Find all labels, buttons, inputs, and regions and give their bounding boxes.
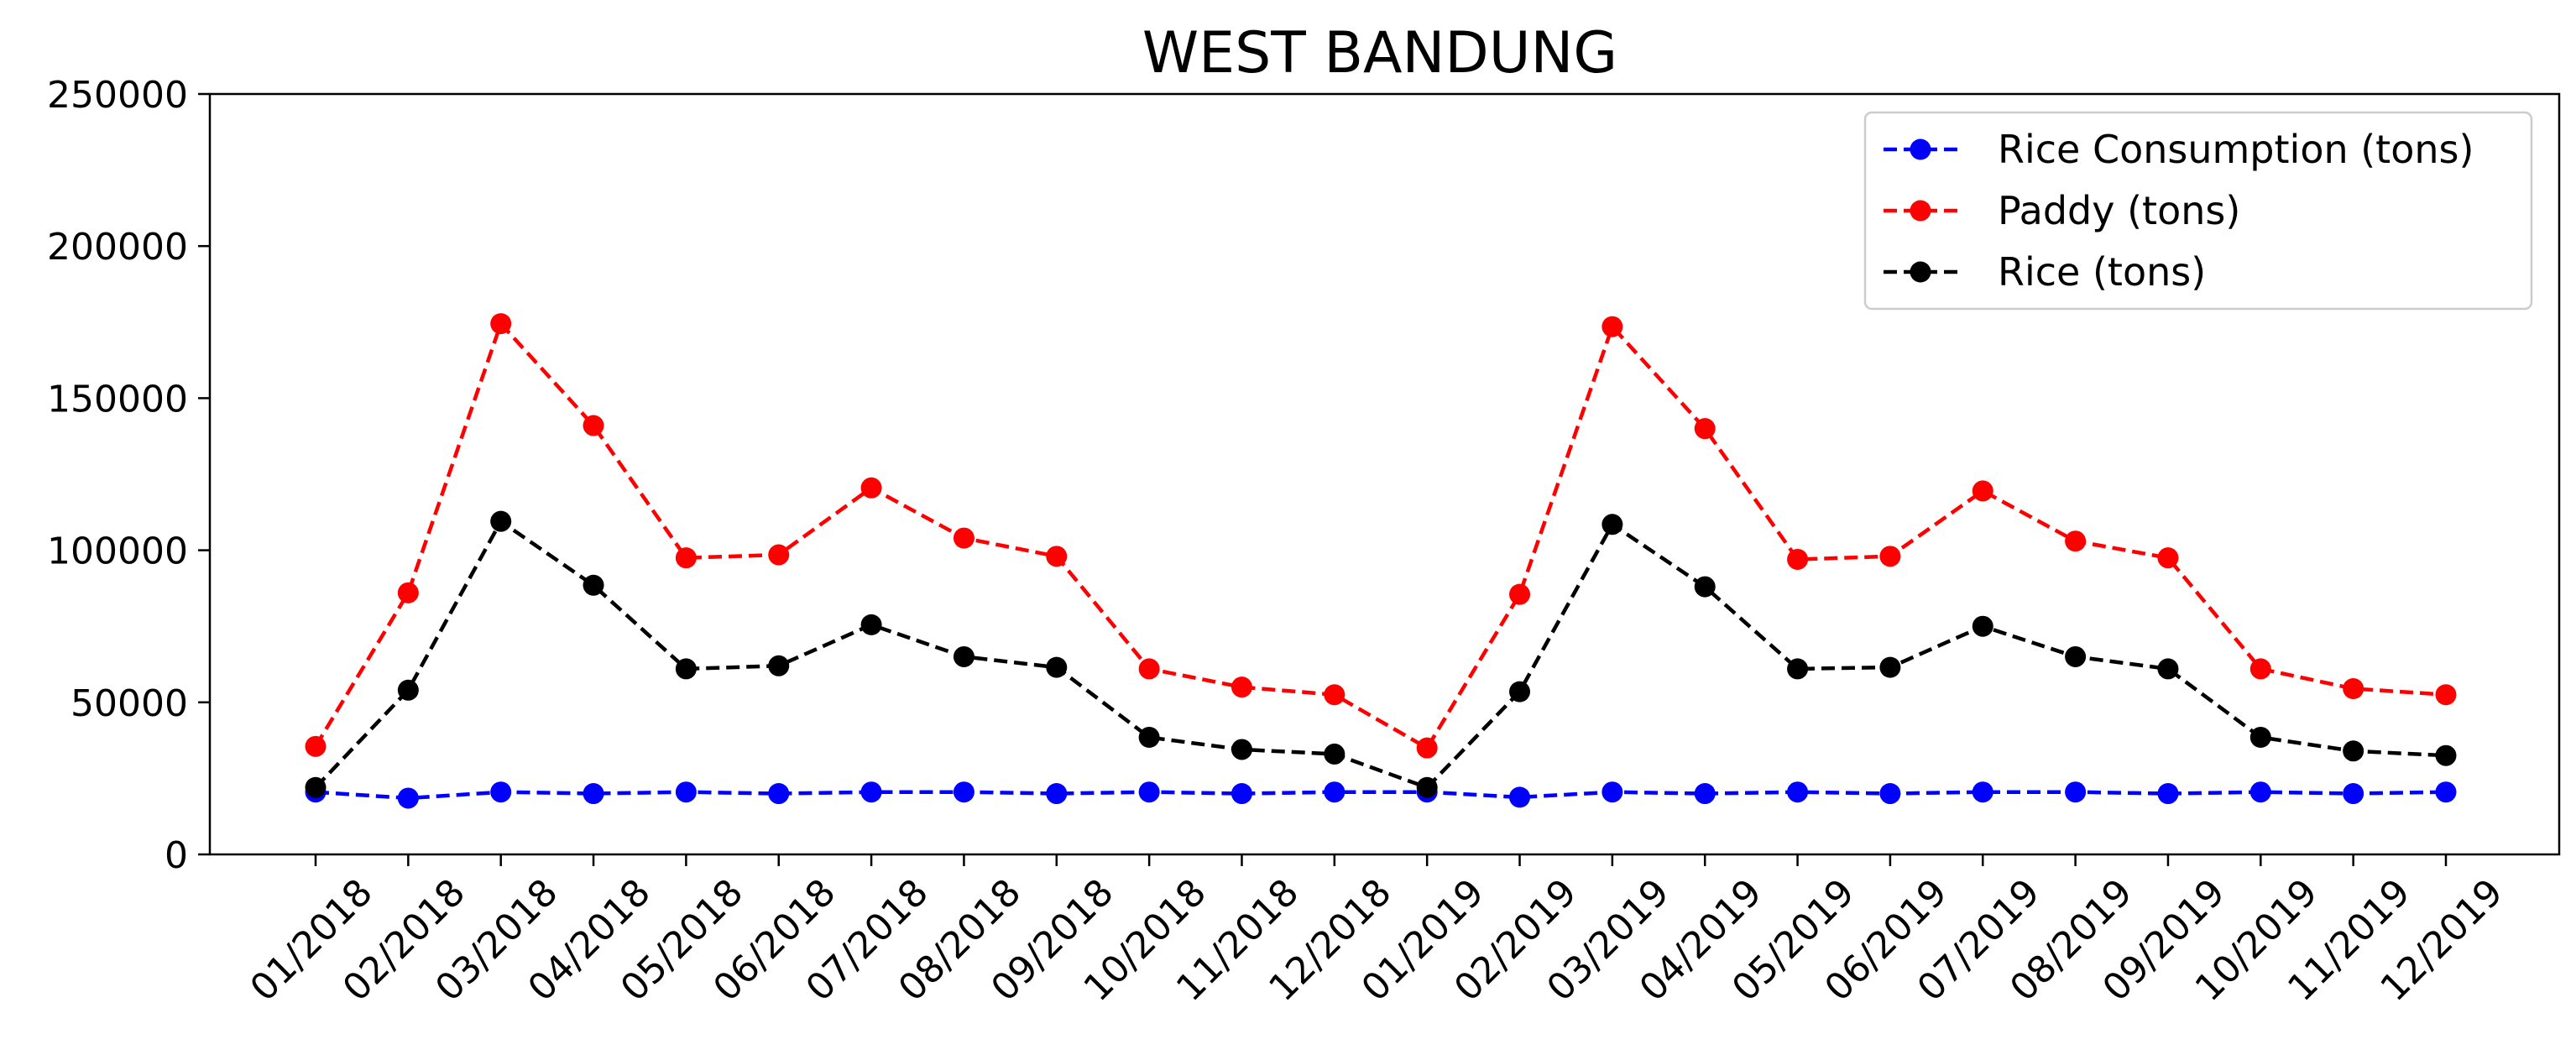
data-point [583, 415, 604, 436]
data-point [1694, 576, 1716, 598]
y-tick-label: 50000 [71, 682, 188, 725]
data-point [2435, 684, 2457, 706]
data-point [1509, 786, 1531, 808]
data-point [583, 783, 604, 805]
legend-swatch-marker [1910, 200, 1931, 222]
data-point [490, 313, 512, 335]
data-point [1972, 781, 1993, 803]
series-line [314, 518, 2447, 790]
plot-area-frame [208, 92, 2561, 856]
data-point [1138, 781, 1160, 803]
data-point [1972, 615, 1993, 637]
data-point [768, 783, 790, 805]
data-point [1787, 548, 1809, 570]
data-point [1046, 546, 1068, 567]
data-point [860, 781, 882, 803]
data-point [1602, 316, 1623, 337]
data-point [1879, 656, 1901, 678]
legend: Rice Consumption (tons) Paddy (tons) Rice … [1863, 111, 2533, 311]
data-point [2065, 781, 2087, 803]
data-point [2435, 781, 2457, 803]
chart-title: WEST BANDUNG [1142, 20, 1617, 86]
data-point [2065, 530, 2087, 552]
data-point [768, 544, 790, 566]
data-point [1972, 480, 1993, 502]
data-point [675, 658, 697, 680]
y-tick-label: 200000 [47, 226, 188, 269]
data-point [583, 574, 604, 596]
data-point [2065, 645, 2087, 667]
data-point [1231, 739, 1252, 760]
data-point [860, 614, 882, 635]
data-point [1324, 684, 1345, 706]
data-point [397, 582, 419, 603]
series-group [305, 781, 2457, 809]
series-line [315, 790, 2447, 801]
data-point [1787, 658, 1809, 680]
y-tick-label: 150000 [47, 378, 188, 420]
data-point [2343, 740, 2364, 762]
data-point [1879, 546, 1901, 567]
data-point [397, 679, 419, 701]
y-axis: 0 50000 100000 150000 200000 250000 [47, 74, 210, 877]
legend-swatch-marker [1910, 261, 1931, 283]
data-point [490, 510, 512, 532]
data-point [1231, 676, 1252, 698]
data-point [1694, 418, 1716, 440]
data-point [305, 776, 327, 798]
data-point [1046, 783, 1068, 805]
data-point [1324, 743, 1345, 765]
data-point [397, 787, 419, 809]
data-point [1416, 776, 1438, 798]
series-layer [305, 313, 2457, 809]
data-point [1324, 781, 1345, 803]
data-point [768, 655, 790, 676]
series-group [305, 313, 2457, 759]
data-point [1509, 583, 1531, 605]
data-point [2435, 744, 2457, 766]
data-point [675, 781, 697, 803]
data-point [1046, 656, 1068, 678]
data-point [1509, 681, 1531, 702]
data-point [1602, 781, 1623, 803]
legend-label: Paddy (tons) [1998, 188, 2240, 233]
data-point [953, 527, 974, 549]
data-point [2343, 783, 2364, 805]
data-point [1602, 514, 1623, 535]
data-point [490, 781, 512, 803]
data-point [953, 645, 974, 667]
data-point [2249, 658, 2271, 680]
data-point [305, 735, 327, 757]
data-point [2157, 547, 2179, 569]
x-axis: 01/201802/201803/201804/201805/201806/20… [242, 854, 2511, 1010]
data-point [2157, 658, 2179, 680]
legend-box [1863, 111, 2533, 311]
y-tick-label: 0 [165, 834, 188, 877]
y-tick-label: 100000 [47, 530, 188, 573]
data-point [2249, 726, 2271, 748]
data-point [860, 477, 882, 499]
data-point [675, 547, 697, 569]
data-point [1138, 658, 1160, 680]
data-point [1231, 783, 1252, 805]
y-tick-label: 250000 [47, 74, 188, 117]
legend-label: Rice (tons) [1998, 249, 2206, 295]
data-point [953, 781, 974, 803]
data-point [1694, 783, 1716, 805]
series-group [305, 510, 2457, 798]
legend-label: Rice Consumption (tons) [1998, 127, 2474, 172]
data-point [1416, 737, 1438, 759]
series-line [314, 320, 2447, 751]
legend-swatch-marker [1910, 138, 1931, 160]
data-point [1879, 783, 1901, 805]
data-point [2343, 677, 2364, 699]
data-point [1138, 726, 1160, 748]
data-point [1787, 781, 1809, 803]
data-point [2249, 781, 2271, 803]
data-point [2157, 783, 2179, 805]
